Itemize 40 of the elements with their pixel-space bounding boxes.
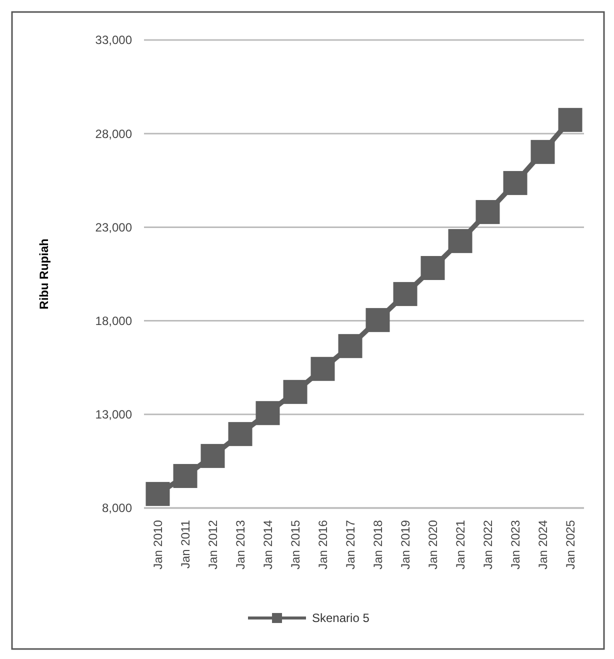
y-tick-label: 28,000 (95, 126, 132, 141)
point (200, 444, 225, 468)
x-tick-label: Jan 2019 (398, 520, 412, 570)
y-tick-label: 23,000 (95, 220, 132, 234)
y-tick-label: 8,000 (102, 501, 132, 516)
point (476, 200, 500, 224)
point (283, 380, 308, 404)
x-tick-label: Jan 2022 (480, 520, 495, 570)
point (228, 422, 252, 446)
point (393, 282, 418, 306)
x-tick-label: Jan 2015 (288, 520, 302, 570)
x-tick-label: Jan 2025 (563, 520, 578, 570)
x-tick-label: Jan 2013 (233, 520, 248, 570)
point (338, 334, 362, 358)
x-tick-label: Jan 2017 (343, 520, 358, 570)
x-tick-label: Jan 2018 (370, 520, 385, 570)
x-tick-label: Jan 2024 (536, 520, 550, 570)
y-tick-label: 13,000 (95, 408, 132, 422)
point (256, 401, 280, 426)
point (173, 464, 198, 488)
legend-label: Skenario 5 (312, 611, 370, 626)
point (310, 356, 335, 381)
point (558, 108, 582, 132)
x-tick-label: Jan 2012 (206, 520, 220, 570)
x-tick-label: Jan 2014 (260, 520, 275, 570)
x-tick-label: Jan 2016 (316, 520, 330, 570)
x-tick-label: Jan 2020 (426, 520, 440, 570)
x-tick-label: Jan 2011 (178, 520, 192, 568)
x-tick-label: Jan 2021 (453, 520, 468, 570)
y-tick-label: 18,000 (95, 314, 132, 328)
x-tick-label: Jan 2023 (508, 520, 522, 570)
point (530, 140, 555, 164)
point (420, 256, 445, 280)
point (366, 308, 390, 332)
y-axis-title: Ribu Rupiah (37, 238, 51, 310)
point (503, 171, 528, 196)
point (146, 482, 170, 506)
y-tick-label: 33,000 (95, 33, 132, 48)
x-tick-label: Jan 2010 (150, 520, 165, 570)
point (448, 229, 472, 254)
